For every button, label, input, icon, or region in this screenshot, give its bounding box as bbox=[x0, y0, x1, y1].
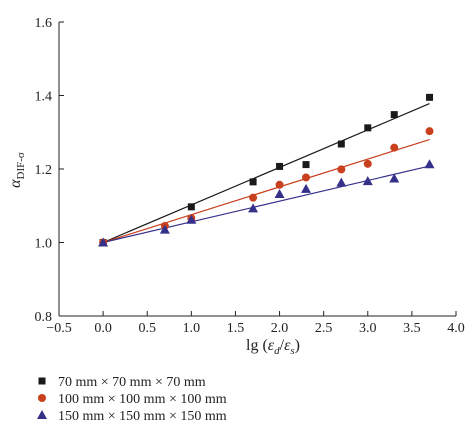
data-point-70mm bbox=[364, 124, 372, 132]
x-tick-label: 3.5 bbox=[403, 321, 421, 336]
markers bbox=[98, 93, 435, 247]
data-point-150mm bbox=[424, 159, 435, 169]
fit-lines bbox=[102, 103, 430, 244]
data-point-100mm bbox=[275, 180, 284, 189]
data-point-70mm bbox=[337, 140, 345, 148]
data-point-100mm bbox=[390, 143, 399, 152]
y-tick-label: 1.0 bbox=[35, 237, 53, 252]
data-point-100mm bbox=[302, 173, 311, 182]
data-point-100mm bbox=[249, 193, 258, 202]
fit-line-150mm bbox=[102, 165, 430, 244]
data-point-150mm bbox=[274, 188, 285, 198]
x-axis-label: lg (εd/εs) bbox=[246, 337, 300, 357]
data-point-100mm bbox=[363, 159, 372, 168]
data-point-70mm bbox=[426, 93, 434, 101]
legend-marker-100mm bbox=[38, 394, 46, 402]
x-tick-label: 2.5 bbox=[315, 321, 333, 336]
data-point-100mm bbox=[425, 127, 434, 136]
y-tick-label: 0.8 bbox=[35, 310, 53, 325]
data-point-150mm bbox=[159, 224, 170, 234]
fit-line-70mm bbox=[102, 103, 430, 244]
y-tick-label: 1.2 bbox=[35, 163, 53, 178]
data-point-150mm bbox=[98, 237, 109, 247]
y-ticks: 0.8 1.0 1.2 1.4 1.6 bbox=[35, 16, 64, 325]
legend-label-150mm: 150 mm × 150 mm × 150 mm bbox=[58, 409, 227, 424]
x-tick-label: 0.0 bbox=[94, 321, 112, 336]
data-point-150mm bbox=[301, 183, 312, 193]
legend-marker-70mm bbox=[38, 377, 46, 385]
y-tick-label: 1.4 bbox=[35, 90, 53, 105]
legend-marker-150mm bbox=[37, 410, 47, 419]
x-tick-label: 1.0 bbox=[183, 321, 201, 336]
x-tick-label: −0.5 bbox=[46, 321, 71, 336]
x-tick-label: 3.0 bbox=[359, 321, 377, 336]
data-point-150mm bbox=[248, 203, 259, 213]
x-tick-label: 2.0 bbox=[271, 321, 289, 336]
legend-label-70mm: 70 mm × 70 mm × 70 mm bbox=[58, 375, 206, 390]
data-point-100mm bbox=[337, 165, 346, 174]
data-point-70mm bbox=[249, 178, 257, 186]
x-tick-label: 1.5 bbox=[227, 321, 245, 336]
data-point-70mm bbox=[390, 111, 398, 119]
data-point-70mm bbox=[302, 161, 310, 169]
plot-area: −0.5 0.0 0.5 1.0 1.5 2.0 2.5 3.0 3.5 4.0 0.8 1.0 1.… bbox=[35, 16, 465, 336]
legend-label-100mm: 100 mm × 100 mm × 100 mm bbox=[58, 392, 227, 407]
fit-line-100mm bbox=[102, 139, 430, 244]
data-point-150mm bbox=[186, 214, 197, 224]
x-tick-label: 0.5 bbox=[138, 321, 156, 336]
x-tick-label: 4.0 bbox=[447, 321, 465, 336]
y-axis-label: αDIF-σ bbox=[7, 152, 27, 188]
data-point-150mm bbox=[362, 176, 373, 186]
legend: 70 mm × 70 mm × 70 mm 100 mm × 100 mm × 1… bbox=[37, 375, 227, 424]
y-tick-label: 1.6 bbox=[35, 16, 53, 31]
data-point-70mm bbox=[276, 162, 284, 170]
x-ticks: −0.5 0.0 0.5 1.0 1.5 2.0 2.5 3.0 3.5 4.0 bbox=[46, 311, 465, 336]
data-point-70mm bbox=[187, 203, 195, 211]
data-point-150mm bbox=[389, 173, 400, 183]
data-point-150mm bbox=[336, 177, 347, 187]
